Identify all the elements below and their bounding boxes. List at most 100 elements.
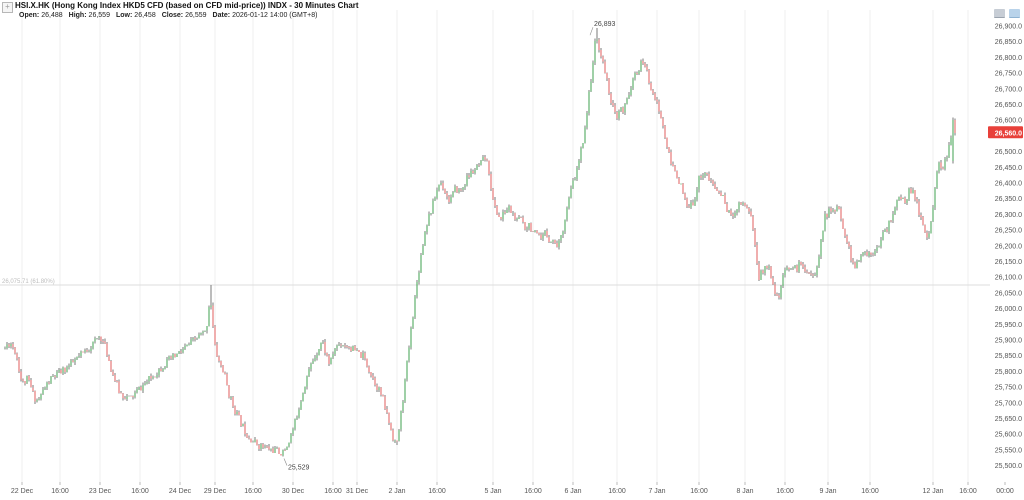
candle-body xyxy=(794,265,796,268)
candle-body xyxy=(8,344,10,347)
candle-body xyxy=(652,90,654,94)
candle-wick xyxy=(54,374,56,380)
candle-body xyxy=(636,73,638,75)
candle-body xyxy=(88,350,90,352)
candle-body xyxy=(534,230,536,232)
candle-body xyxy=(152,376,154,379)
candle-body xyxy=(188,344,190,346)
candle-body xyxy=(608,78,610,94)
candle-body xyxy=(488,160,490,174)
candle-body xyxy=(408,347,410,361)
svg-text:26,900.0: 26,900.0 xyxy=(995,24,1022,31)
candle-body xyxy=(218,356,220,361)
candle-body xyxy=(578,160,580,168)
expand-icon[interactable]: + xyxy=(2,2,13,13)
candle-body xyxy=(106,343,108,356)
chart-header: + HSI.X.HK (Hong Kong Index HKD5 CFD (ba… xyxy=(0,0,1024,24)
candle-body xyxy=(244,423,246,435)
candle-body xyxy=(314,357,316,361)
candle-body xyxy=(644,63,646,67)
candle-body xyxy=(736,209,738,213)
candle-body xyxy=(876,247,878,252)
candle-body xyxy=(606,73,608,79)
candle-body xyxy=(252,441,254,443)
svg-text:24 Dec: 24 Dec xyxy=(169,488,192,495)
candle-body xyxy=(946,157,948,159)
candle-body xyxy=(680,183,682,185)
candle-body xyxy=(194,338,196,339)
candle-body xyxy=(834,209,836,212)
candle-body xyxy=(528,223,530,229)
candle-body xyxy=(712,180,714,184)
candle-body xyxy=(124,398,126,400)
svg-text:26,600.0: 26,600.0 xyxy=(995,118,1022,125)
svg-text:30 Dec: 30 Dec xyxy=(282,488,305,495)
ohlc-value: 2026-01-12 14:00 (GMT+8) xyxy=(232,12,318,19)
candle-body xyxy=(838,206,840,209)
candle-body xyxy=(160,368,162,371)
candle-body xyxy=(228,385,230,398)
candle-body xyxy=(28,376,30,381)
candle-body xyxy=(16,353,18,359)
svg-text:26,850.0: 26,850.0 xyxy=(995,39,1022,46)
candle-body xyxy=(476,164,478,170)
candle-body xyxy=(512,212,514,214)
candle-body xyxy=(216,344,218,357)
svg-text:16:00: 16:00 xyxy=(690,488,708,495)
candle-body xyxy=(632,78,634,89)
candle-body xyxy=(552,239,554,242)
candle-body xyxy=(494,199,496,206)
candle-body xyxy=(750,211,752,217)
candle-body xyxy=(156,374,158,377)
candle-body xyxy=(360,351,362,358)
candle-body xyxy=(164,366,166,370)
candle-body xyxy=(610,93,612,103)
candle-body xyxy=(258,445,260,449)
candle-body xyxy=(368,366,370,373)
candle-body xyxy=(562,231,564,236)
candle-body xyxy=(180,351,182,353)
svg-text:26,250.0: 26,250.0 xyxy=(995,228,1022,235)
candle-body xyxy=(82,351,84,353)
candle-body xyxy=(882,232,884,240)
candle-body xyxy=(898,197,900,201)
candle-wick xyxy=(284,448,286,451)
snapshot-icon[interactable] xyxy=(1009,9,1020,18)
candle-body xyxy=(182,349,184,353)
candle-body xyxy=(928,233,930,238)
candle-body xyxy=(158,368,160,375)
candle-body xyxy=(116,381,118,382)
candle-wick xyxy=(430,213,432,216)
candle-body xyxy=(530,223,532,232)
candle-body xyxy=(656,99,658,102)
candle-wick xyxy=(356,348,358,351)
candle-body xyxy=(388,412,390,424)
y-axis[interactable]: 26,900.0 26,850.0 26,800.0 26,750.0 26,700.0… xyxy=(995,24,1022,471)
candle-body xyxy=(504,212,506,213)
candle-body xyxy=(536,230,538,233)
x-axis[interactable]: 22 Dec 16:00 23 Dec 16:00 24 Dec 29 Dec 16:00 3… xyxy=(11,482,1014,495)
candle-body xyxy=(80,351,82,356)
candle-body xyxy=(434,197,436,201)
candle-wick xyxy=(248,435,250,440)
candle-body xyxy=(6,344,8,348)
print-icon[interactable] xyxy=(994,9,1005,18)
candle-body xyxy=(68,365,70,368)
candle-body xyxy=(178,351,180,354)
candle-body xyxy=(98,336,100,338)
candle-body xyxy=(338,344,340,346)
candle-body xyxy=(432,200,434,214)
svg-text:16:00: 16:00 xyxy=(324,488,342,495)
candle-body xyxy=(276,447,278,449)
svg-text:26,893: 26,893 xyxy=(594,21,616,28)
candle-body xyxy=(376,384,378,390)
candle-body xyxy=(622,107,624,113)
candle-wick xyxy=(124,395,126,400)
candle-body xyxy=(176,353,178,357)
candle-body xyxy=(58,369,60,372)
candles xyxy=(4,28,956,457)
candle-wick xyxy=(266,445,268,448)
candle-wick xyxy=(504,209,506,215)
candle-body xyxy=(200,333,202,335)
